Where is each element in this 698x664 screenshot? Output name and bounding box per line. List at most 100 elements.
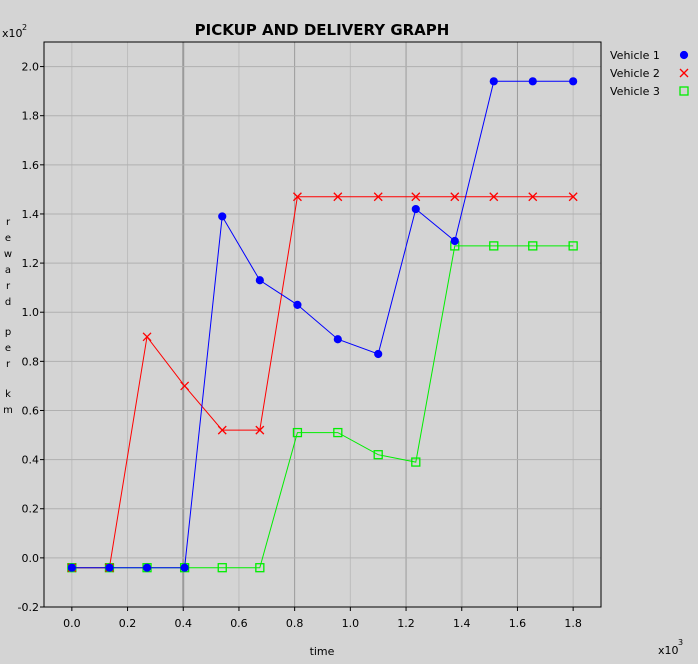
data-point (67, 563, 76, 572)
plot-area (44, 42, 601, 607)
data-point (142, 563, 152, 572)
data-point (255, 276, 264, 285)
x-tick-label: 1.0 (342, 617, 360, 630)
data-point (292, 427, 303, 438)
y-axis-label-char: m (3, 405, 13, 416)
marker-stroke (180, 381, 190, 391)
data-point (411, 204, 420, 214)
data-point (255, 563, 265, 573)
data-point (568, 241, 578, 251)
marker-stroke (292, 192, 302, 202)
x-tick-label: 0.4 (175, 617, 193, 630)
y-tick-label: 1.4 (22, 208, 40, 221)
legend-entry: Vehicle 1 (610, 49, 689, 62)
data-point (679, 50, 689, 60)
data-point (489, 241, 499, 251)
x-multiplier-base: x10 (658, 644, 679, 657)
data-point (142, 332, 152, 342)
data-point (450, 236, 459, 246)
marker-stroke (489, 192, 499, 202)
y-axis-label-char: r (6, 217, 11, 228)
legend-label: Vehicle 3 (610, 85, 660, 98)
y-tick-label: 0.2 (22, 503, 40, 516)
y-axis-label-char: k (5, 389, 11, 400)
series-group (67, 77, 578, 573)
data-point (333, 192, 343, 202)
marker-stroke (568, 192, 578, 202)
data-point (489, 192, 499, 202)
x-tick-label: 0.2 (119, 617, 137, 630)
data-point (679, 68, 689, 78)
y-axis-label-char: p (5, 327, 11, 338)
marker-stroke (333, 192, 343, 202)
y-multiplier-exponent: 2 (22, 23, 27, 32)
legend-entry: Vehicle 3 (610, 85, 689, 98)
data-point (679, 86, 689, 96)
y-axis-label-char: r (6, 281, 11, 292)
series-vehicle-1 (67, 77, 578, 572)
x-tick-label: 1.6 (509, 617, 527, 630)
y-tick-label: 2.0 (22, 61, 40, 74)
y-axis-label-char: d (5, 297, 11, 308)
legend-label: Vehicle 2 (610, 67, 660, 80)
chart-title: PICKUP AND DELIVERY GRAPH (195, 21, 450, 39)
data-point (333, 335, 342, 344)
data-point (450, 192, 460, 202)
y-tick-label: 0.4 (22, 454, 40, 467)
marker-stroke (255, 425, 265, 435)
y-tick-label: -0.2 (18, 601, 39, 614)
x-multiplier-exponent: 3 (678, 638, 683, 647)
data-point (333, 427, 343, 438)
series-line (71, 196, 574, 569)
data-point (293, 300, 302, 309)
marker-stroke (142, 332, 152, 342)
y-tick-label: 0.8 (22, 355, 40, 368)
data-point (528, 241, 538, 251)
x-axis-label: time (310, 645, 335, 658)
plot-border (43, 41, 602, 608)
y-tick-label: 0.0 (22, 552, 40, 565)
marker-stroke (411, 192, 421, 202)
x-tick-label: 1.4 (453, 617, 471, 630)
x-tick-label: 0.6 (230, 617, 248, 630)
data-point (569, 77, 578, 86)
y-axis-multiplier: x10 2 (2, 23, 27, 40)
x-axis-multiplier: x10 3 (658, 638, 683, 657)
x-tick-label: 1.8 (564, 617, 582, 630)
data-point (374, 349, 383, 359)
data-point (218, 212, 227, 221)
y-tick-label: 1.0 (22, 306, 40, 319)
x-tick-label: 0.8 (286, 617, 304, 630)
marker-stroke (528, 192, 538, 202)
y-axis-label-char: e (5, 343, 11, 354)
marker-stroke (217, 425, 227, 435)
data-point (255, 425, 265, 435)
y-axis-label-char: a (5, 265, 11, 276)
legend-label: Vehicle 1 (610, 49, 660, 62)
y-multiplier-base: x10 (2, 27, 23, 40)
y-axis-label-char: e (5, 233, 11, 244)
data-point (105, 563, 114, 572)
y-axis-label-char: w (4, 249, 12, 260)
data-point (292, 192, 302, 202)
y-tick-label: 1.2 (22, 257, 40, 270)
data-point (373, 192, 383, 202)
series-line (71, 80, 574, 569)
x-tick-label: 0.0 (63, 617, 81, 630)
x-tick-label: 1.2 (397, 617, 415, 630)
data-point (528, 77, 537, 86)
data-point (373, 450, 383, 460)
y-tick-label: 1.6 (22, 159, 40, 172)
data-point (217, 563, 227, 573)
series-vehicle-2 (67, 192, 578, 573)
data-point (180, 563, 189, 572)
legend: Vehicle 1 Vehicle 2 Vehicle 3 (610, 49, 689, 98)
y-tick-label: 1.8 (22, 110, 40, 123)
y-tick-label: 0.6 (22, 404, 40, 417)
data-point (489, 77, 498, 86)
y-axis-label-char: r (6, 359, 11, 370)
data-point (568, 192, 578, 202)
legend-entry: Vehicle 2 (610, 67, 689, 80)
